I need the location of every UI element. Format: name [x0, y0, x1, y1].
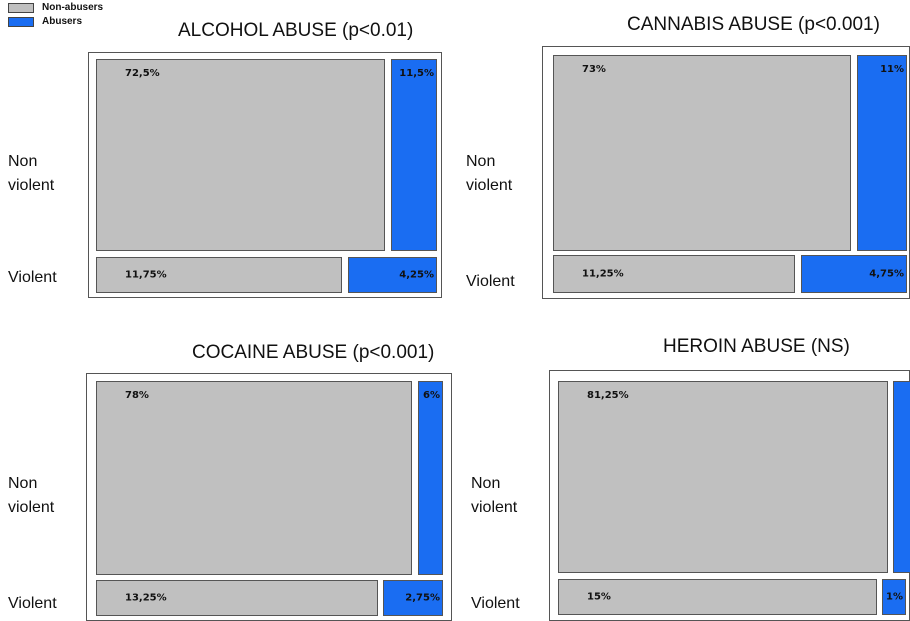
chart-title-cocaine: COCAINE ABUSE (p<0.001): [192, 342, 435, 363]
cell-cannabis-nonviolent-nonabusers: 73%: [553, 55, 851, 251]
cell-cocaine-violent-abusers: 2,75%: [383, 580, 443, 616]
chart-frame-cocaine: 78% 6% 13,25% 2,75%: [86, 373, 452, 621]
legend-label-non-abusers: Non-abusers: [42, 2, 104, 13]
cell-cocaine-nonviolent-nonabusers: 78%: [96, 381, 412, 575]
chart-title-heroin: HEROIN ABUSE (NS): [663, 336, 850, 357]
row-label-violent-heroin: Violent: [471, 595, 520, 612]
label-heroin-nonviolent-nonabusers: 81,25%: [587, 390, 629, 401]
legend-swatch-non-abusers: [8, 3, 34, 13]
row-label-violent-alcohol: Violent: [8, 269, 57, 286]
label-cocaine-violent-abusers: 2,75%: [405, 592, 440, 604]
cell-alcohol-nonviolent-abusers: 11,5%: [391, 59, 437, 251]
row-label-violent-cannabis: Violent: [466, 273, 515, 290]
cell-cocaine-violent-nonabusers: 13,25%: [96, 580, 378, 616]
cell-alcohol-violent-abusers: 4,25%: [348, 257, 437, 293]
label-cannabis-violent-nonabusers: 11,25%: [582, 268, 624, 280]
cell-alcohol-violent-nonabusers: 11,75%: [96, 257, 342, 293]
cell-heroin-violent-abusers: 1%: [882, 579, 906, 615]
cell-heroin-violent-nonabusers: 15%: [558, 579, 877, 615]
chart-frame-heroin: 81,25% 15% 1%: [549, 370, 910, 621]
chart-frame-alcohol: 72,5% 11,5% 11,75% 4,25%: [88, 52, 442, 298]
label-cocaine-violent-nonabusers: 13,25%: [125, 592, 167, 604]
label-cocaine-nonviolent-nonabusers: 78%: [125, 390, 149, 401]
label-cannabis-nonviolent-abusers: 11%: [880, 64, 904, 75]
row-label-nonviolent-cannabis: Non violent: [466, 153, 513, 194]
cell-heroin-nonviolent-nonabusers: 81,25%: [558, 381, 888, 573]
cell-cannabis-violent-abusers: 4,75%: [801, 255, 907, 293]
row-label-nonviolent-heroin: Non violent: [471, 475, 518, 516]
cell-cocaine-nonviolent-abusers: 6%: [418, 381, 443, 575]
label-cocaine-nonviolent-abusers: 6%: [423, 390, 440, 401]
label-alcohol-nonviolent-abusers: 11,5%: [399, 68, 434, 79]
legend-label-abusers: Abusers: [42, 16, 83, 27]
label-cannabis-nonviolent-nonabusers: 73%: [582, 64, 606, 75]
chart-title-alcohol: ALCOHOL ABUSE (p<0.01): [178, 20, 414, 41]
chart-title-cannabis: CANNABIS ABUSE (p<0.001): [627, 14, 880, 35]
row-label-nonviolent-cocaine: Non violent: [8, 475, 55, 516]
cell-cannabis-nonviolent-abusers: 11%: [857, 55, 907, 251]
row-label-nonviolent-alcohol: Non violent: [8, 153, 55, 194]
label-alcohol-violent-nonabusers: 11,75%: [125, 269, 167, 281]
cell-cannabis-violent-nonabusers: 11,25%: [553, 255, 795, 293]
row-label-violent-cocaine: Violent: [8, 595, 57, 612]
label-alcohol-nonviolent-nonabusers: 72,5%: [125, 68, 160, 79]
cell-heroin-nonviolent-abusers: [893, 381, 910, 573]
cell-alcohol-nonviolent-nonabusers: 72,5%: [96, 59, 385, 251]
legend-swatch-abusers: [8, 17, 34, 27]
label-cannabis-violent-abusers: 4,75%: [869, 268, 904, 280]
chart-frame-cannabis: 73% 11% 11,25% 4,75%: [542, 46, 910, 299]
label-heroin-violent-nonabusers: 15%: [587, 591, 611, 603]
label-alcohol-violent-abusers: 4,25%: [399, 269, 434, 281]
label-heroin-violent-abusers: 1%: [886, 591, 903, 603]
